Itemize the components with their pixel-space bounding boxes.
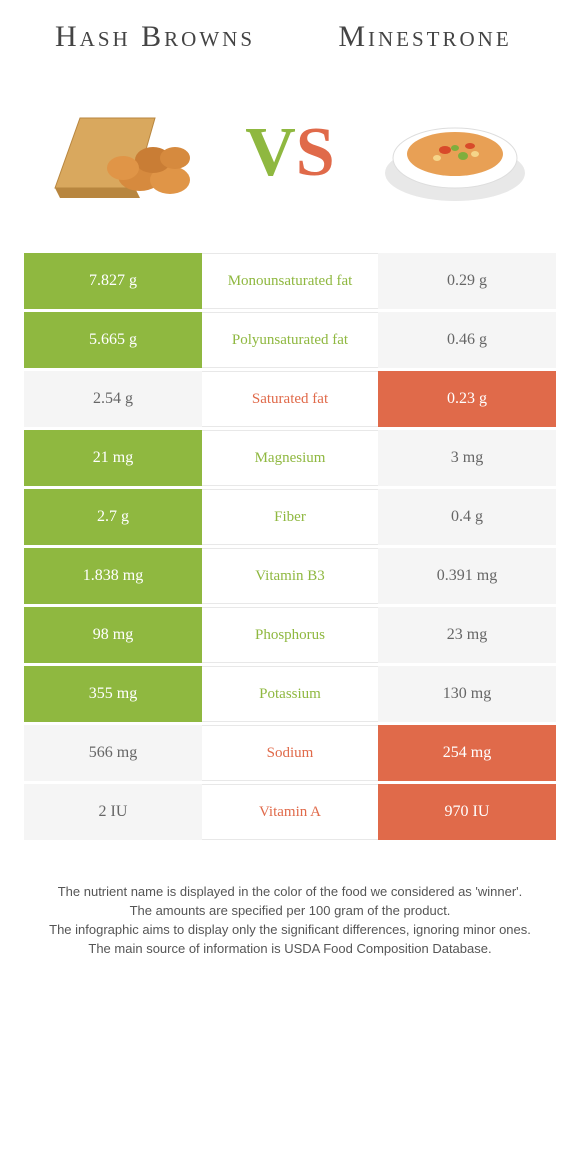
nutrient-name: Sodium <box>202 725 378 781</box>
vs-label: VS <box>245 113 335 193</box>
value-left: 355 mg <box>24 666 202 722</box>
value-right: 3 mg <box>378 430 556 486</box>
vs-s: S <box>296 113 335 193</box>
value-left: 566 mg <box>24 725 202 781</box>
footer-line: The nutrient name is displayed in the co… <box>40 883 540 902</box>
value-right: 0.46 g <box>378 312 556 368</box>
value-right: 254 mg <box>378 725 556 781</box>
value-right: 0.29 g <box>378 253 556 309</box>
nutrient-name: Saturated fat <box>202 371 378 427</box>
value-right: 0.4 g <box>378 489 556 545</box>
footer-line: The amounts are specified per 100 gram o… <box>40 902 540 921</box>
table-row: 98 mgPhosphorus23 mg <box>24 607 556 663</box>
value-right: 130 mg <box>378 666 556 722</box>
header: Hash Browns Minestrone <box>0 0 580 63</box>
footer-line: The main source of information is USDA F… <box>40 940 540 959</box>
food-image-left <box>45 93 205 213</box>
value-left: 5.665 g <box>24 312 202 368</box>
value-right: 0.391 mg <box>378 548 556 604</box>
nutrient-name: Fiber <box>202 489 378 545</box>
footer-line: The infographic aims to display only the… <box>40 921 540 940</box>
food-image-right <box>375 93 535 213</box>
title-right: Minestrone <box>310 20 540 53</box>
value-left: 2.54 g <box>24 371 202 427</box>
nutrient-name: Potassium <box>202 666 378 722</box>
value-left: 7.827 g <box>24 253 202 309</box>
table-row: 2.54 gSaturated fat0.23 g <box>24 371 556 427</box>
vs-row: VS <box>0 63 580 253</box>
table-row: 21 mgMagnesium3 mg <box>24 430 556 486</box>
nutrient-name: Vitamin B3 <box>202 548 378 604</box>
value-left: 1.838 mg <box>24 548 202 604</box>
nutrient-name: Magnesium <box>202 430 378 486</box>
value-right: 970 IU <box>378 784 556 840</box>
table-row: 2.7 gFiber0.4 g <box>24 489 556 545</box>
nutrition-table: 7.827 gMonounsaturated fat0.29 g5.665 gP… <box>0 253 580 840</box>
vs-v: V <box>245 113 296 193</box>
value-right: 23 mg <box>378 607 556 663</box>
value-left: 21 mg <box>24 430 202 486</box>
table-row: 2 IUVitamin A970 IU <box>24 784 556 840</box>
table-row: 566 mgSodium254 mg <box>24 725 556 781</box>
value-right: 0.23 g <box>378 371 556 427</box>
table-row: 355 mgPotassium130 mg <box>24 666 556 722</box>
nutrient-name: Vitamin A <box>202 784 378 840</box>
nutrient-name: Polyunsaturated fat <box>202 312 378 368</box>
table-row: 5.665 gPolyunsaturated fat0.46 g <box>24 312 556 368</box>
footer-notes: The nutrient name is displayed in the co… <box>0 843 580 958</box>
nutrient-name: Phosphorus <box>202 607 378 663</box>
value-left: 2.7 g <box>24 489 202 545</box>
value-left: 2 IU <box>24 784 202 840</box>
nutrient-name: Monounsaturated fat <box>202 253 378 309</box>
table-row: 7.827 gMonounsaturated fat0.29 g <box>24 253 556 309</box>
value-left: 98 mg <box>24 607 202 663</box>
title-left: Hash Browns <box>40 20 270 53</box>
table-row: 1.838 mgVitamin B30.391 mg <box>24 548 556 604</box>
